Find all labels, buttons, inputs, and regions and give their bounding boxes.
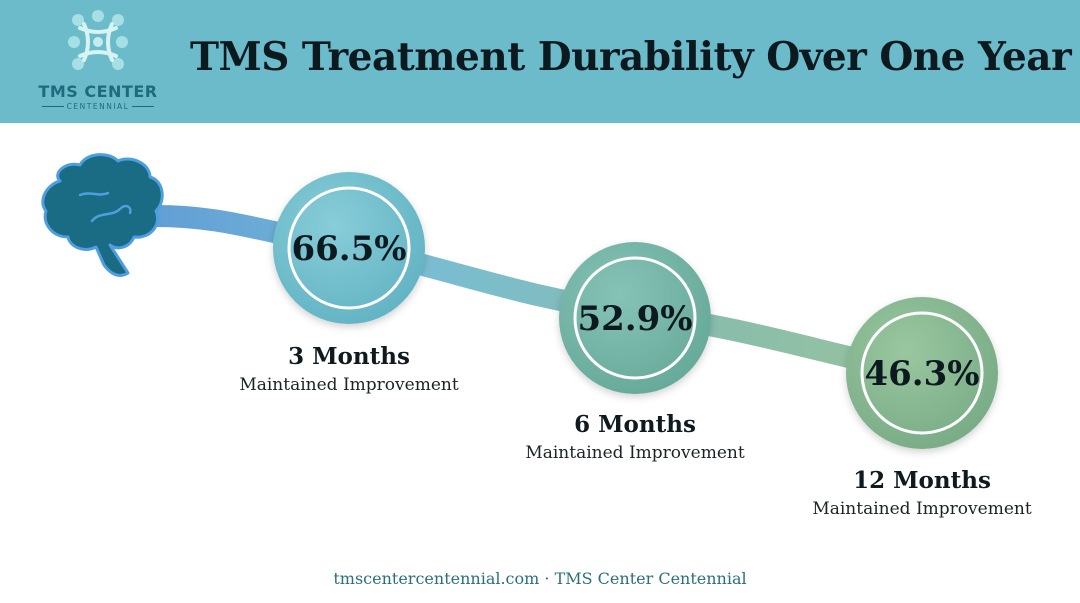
logo-divider <box>42 106 64 107</box>
milestone-description: Maintained Improvement <box>239 375 459 395</box>
brain-icon <box>41 153 164 277</box>
milestone-value: 52.9% <box>577 299 692 339</box>
timeline-ribbon <box>139 204 931 384</box>
logo-name: TMS CENTER <box>38 82 158 101</box>
milestone-month-label: 6 Months <box>574 411 696 438</box>
milestone-value: 66.5% <box>291 229 406 269</box>
logo: TMS CENTER CENTENNIAL <box>38 10 158 115</box>
milestone-value: 46.3% <box>864 354 979 394</box>
milestone-circle-6-months: 52.9% <box>559 242 711 394</box>
milestone-description: Maintained Improvement <box>525 443 745 463</box>
footer-text: tmscentercentennial.com · TMS Center Cen… <box>333 569 747 588</box>
logo-divider <box>132 106 154 107</box>
logo-subtitle: CENTENNIAL <box>66 102 130 111</box>
milestone-month-label: 12 Months <box>853 467 991 494</box>
milestone-circle-3-months: 66.5% <box>273 172 425 324</box>
page-title: TMS Treatment Durability Over One Year <box>190 34 1072 80</box>
header-banner: TMS CENTER CENTENNIAL TMS Treatment Dura… <box>0 0 1080 123</box>
milestone-description: Maintained Improvement <box>812 499 1032 519</box>
logo-mark-icon <box>68 10 128 70</box>
milestone-month-label: 3 Months <box>288 343 410 370</box>
timeline-graphic: 66.5% 52.9% 46.3% <box>41 153 998 449</box>
milestone-circle-12-months: 46.3% <box>846 297 998 449</box>
